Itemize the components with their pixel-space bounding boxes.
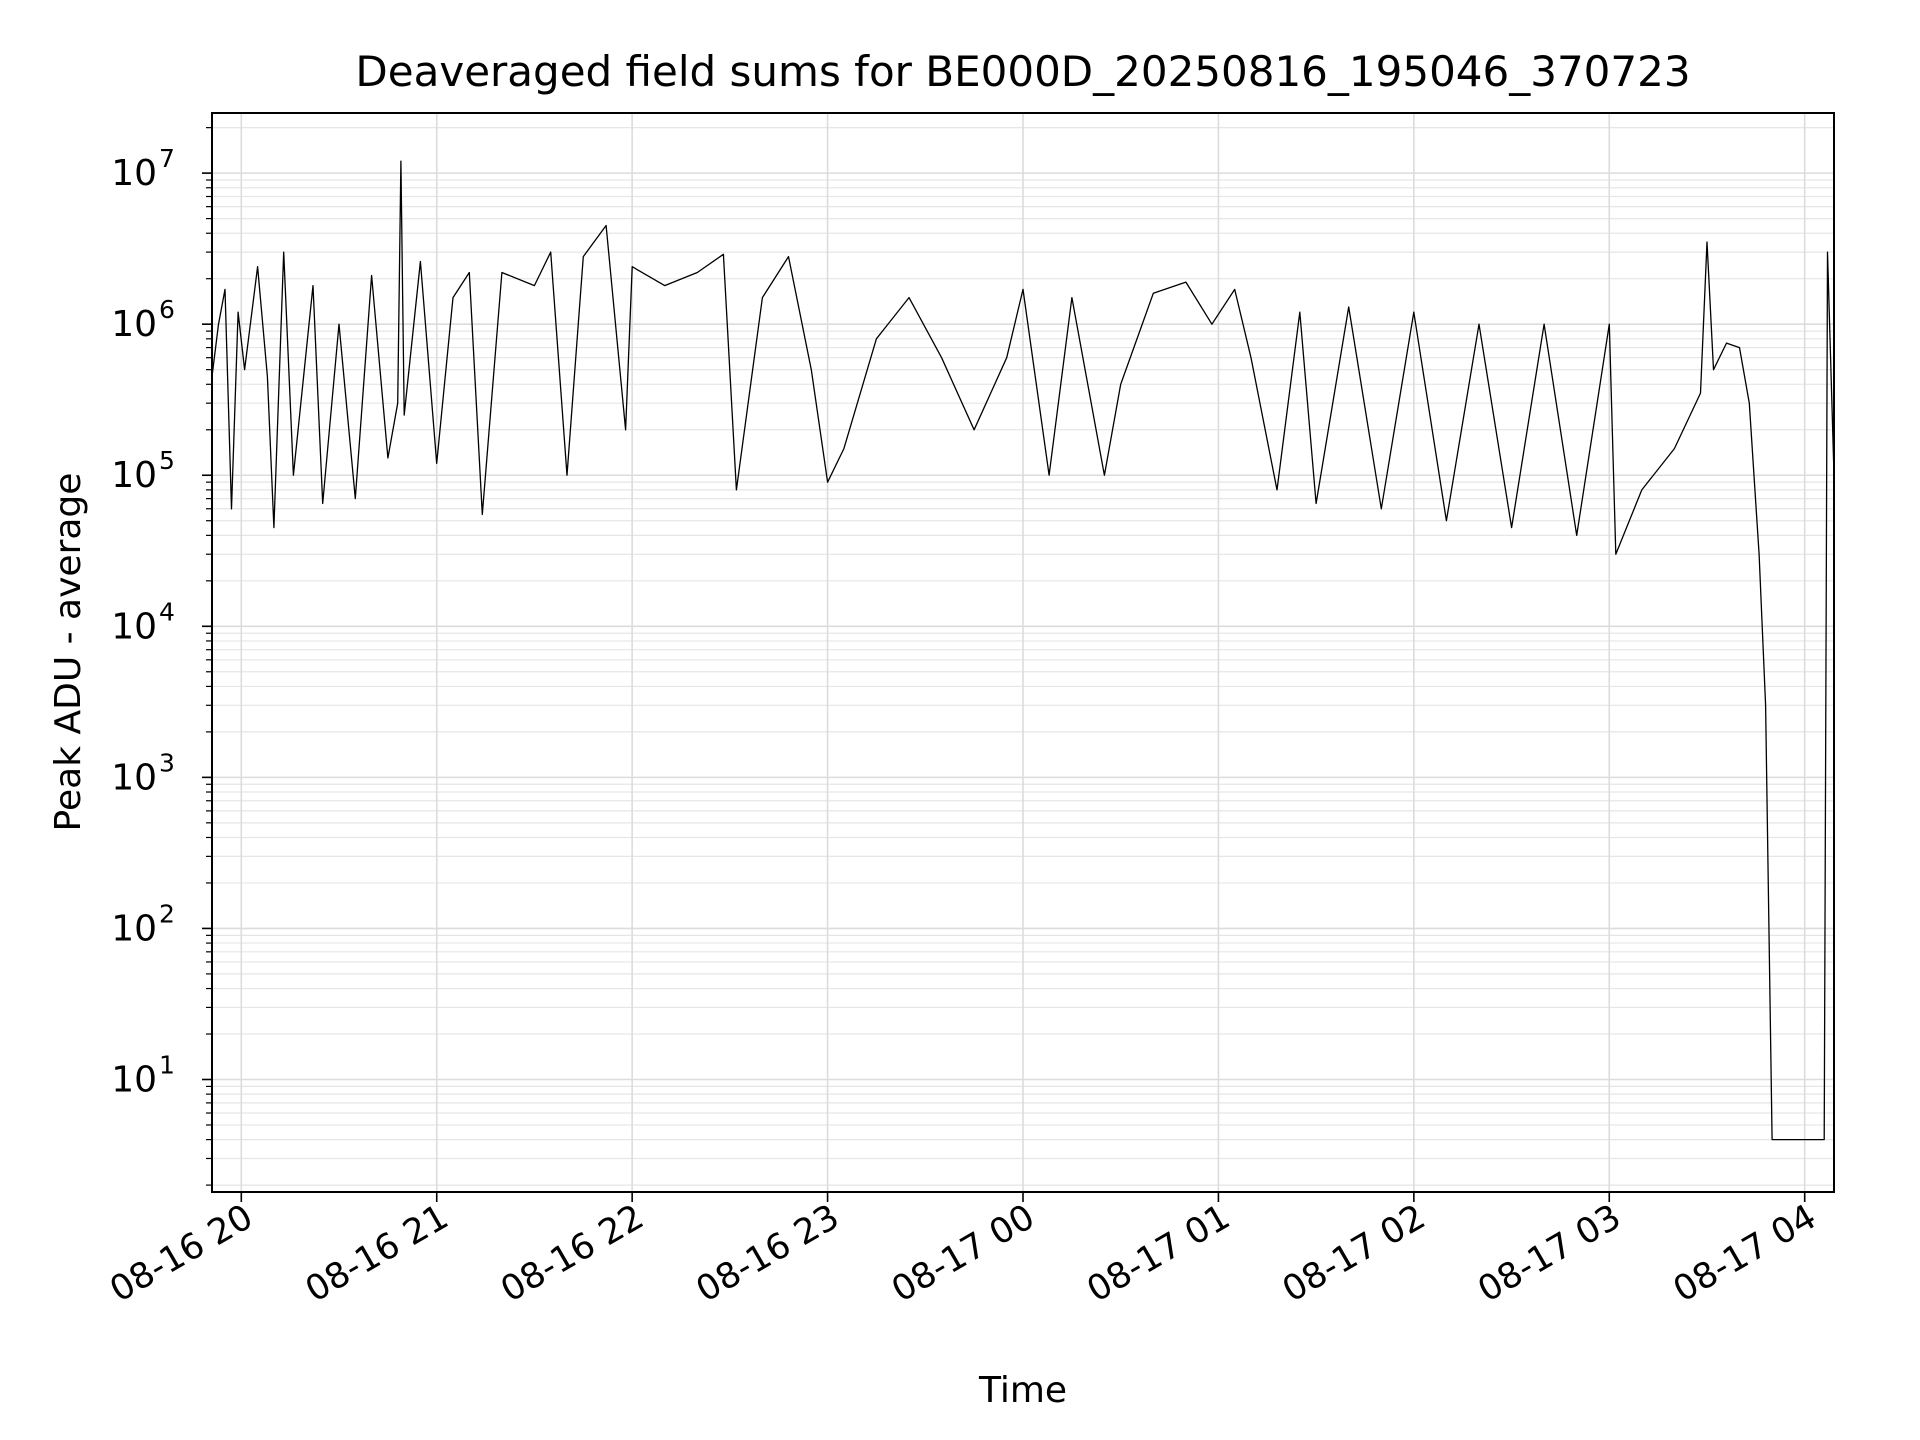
y-tick-label: 10 <box>111 606 157 647</box>
y-tick-label: 10 <box>111 757 157 798</box>
y-tick-exponent: 1 <box>159 1050 175 1079</box>
plot-frame <box>211 112 1835 1193</box>
y-tick-exponent: 6 <box>159 295 175 324</box>
y-tick-exponent: 4 <box>159 597 175 626</box>
y-tick-label: 10 <box>111 908 157 949</box>
y-tick-exponent: 7 <box>159 144 175 173</box>
y-tick-label: 10 <box>111 304 157 345</box>
y-tick-exponent: 2 <box>159 899 175 928</box>
x-axis-label: Time <box>978 1370 1067 1411</box>
y-tick-label: 10 <box>111 1059 157 1100</box>
y-tick-label: 10 <box>111 153 157 194</box>
series-line <box>211 160 1835 1141</box>
y-tick-exponent: 3 <box>159 748 175 777</box>
y-axis-label: Peak ADU - average <box>48 473 89 832</box>
chart-title: Deaveraged field sums for BE000D_2025081… <box>355 47 1690 96</box>
y-tick-exponent: 5 <box>159 446 175 475</box>
y-tick-label: 10 <box>111 455 157 496</box>
